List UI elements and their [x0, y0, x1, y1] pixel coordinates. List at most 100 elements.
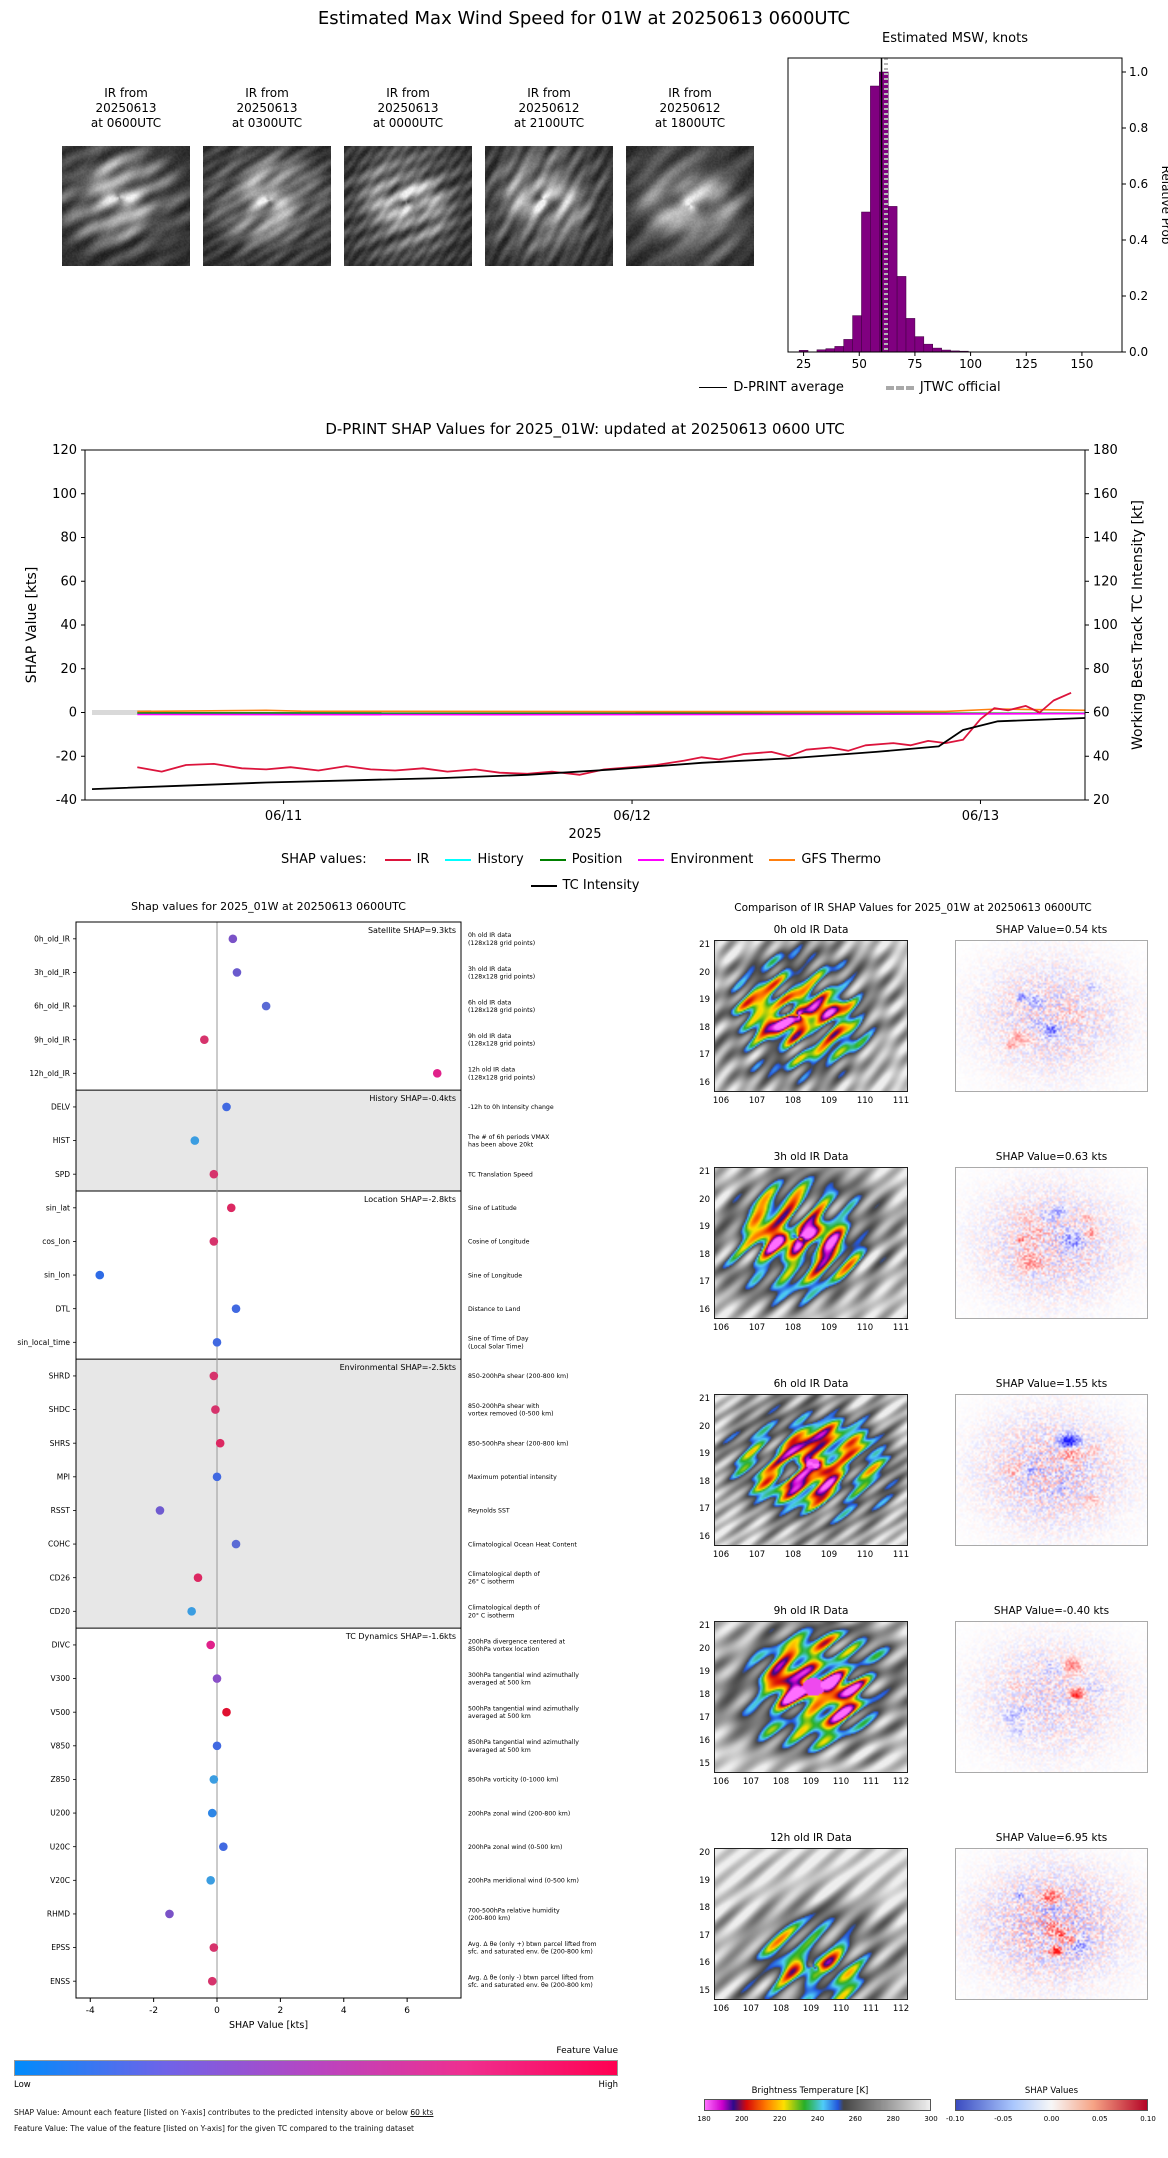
feature-dot: [187, 1607, 196, 1616]
feature-desc: Climatological depth of: [468, 1605, 541, 1612]
feature-desc: 200hPa meridional wind (0-500 km): [468, 1878, 579, 1885]
map-ytick-label: 16: [699, 1078, 710, 1088]
feature-dot: [212, 1741, 222, 1751]
map-xtick-label: 106: [712, 1777, 730, 1787]
feature-dot: [231, 1539, 241, 1549]
feature-dot: [200, 1035, 209, 1044]
legend-label: Environment: [670, 852, 754, 867]
ir-thumbnail-image: [344, 146, 472, 266]
feature-desc: 850-500hPa shear (200-800 km): [468, 1440, 569, 1447]
feature-desc: Climatological Ocean Heat Content: [468, 1541, 577, 1548]
feature-desc: Cosine of Longitude: [468, 1239, 530, 1246]
feature-dot: [231, 1304, 241, 1313]
shap-map-image: [955, 1848, 1148, 2000]
feature-label: V20C: [50, 1876, 70, 1885]
histogram-bar: [896, 276, 907, 353]
ir-thumbnail-label-line: at 0000UTC: [372, 116, 444, 130]
legend-label: TC Intensity: [562, 878, 640, 893]
feature-desc: 9h old IR data: [468, 1033, 511, 1040]
histogram-bar: [825, 348, 836, 353]
feature-desc: Sine of Time of Day: [468, 1336, 529, 1343]
feature-dot: [209, 1943, 219, 1952]
ir-map-title: 0h old IR Data: [773, 924, 849, 936]
map-xtick-label: 109: [820, 1096, 838, 1106]
feature-value-low-label: Low: [14, 2080, 31, 2090]
xtick-label: 4: [341, 2006, 347, 2016]
map-xtick-label: 109: [802, 2004, 820, 2014]
feature-label: V850: [51, 1741, 71, 1750]
map-ytick-label: 19: [699, 1667, 710, 1677]
map-ytick-label: 19: [699, 995, 710, 1006]
map-ytick-label: 20: [699, 1194, 710, 1205]
xtick-label: 0: [214, 2006, 220, 2016]
map-xtick-label: 108: [784, 1550, 802, 1560]
feature-dot: [211, 1405, 220, 1414]
xtick-label: 06/13: [962, 809, 999, 824]
histogram-bar: [834, 346, 844, 353]
map-ytick-label: 16: [699, 1958, 710, 1969]
ytick-label: 0.8: [1129, 121, 1148, 135]
shap-colorbar-tick: -0.10: [945, 2115, 965, 2123]
map-xtick-label: 111: [892, 1096, 910, 1106]
feature-desc: Avg. Δ θe (only -) btwn parcel lifted fr…: [468, 1975, 594, 1982]
feature-value-footnote: Feature Value: The value of the feature …: [14, 2124, 415, 2133]
feature-dot: [209, 1237, 219, 1246]
ir-thumbnail-label: IR from 20250613 at 0600UTC: [62, 86, 190, 131]
x-axis-label: SHAP Value [kts]: [229, 2020, 308, 2031]
feature-desc: (128x128 grid points): [468, 973, 535, 980]
legend-title: SHAP values:: [281, 852, 367, 867]
feature-label: DIVC: [52, 1641, 70, 1650]
feature-label: U20C: [50, 1842, 70, 1851]
legend-swatch: [445, 858, 472, 861]
ir-thumbnail-label-line: 20250613: [236, 101, 298, 115]
legend-item: Position: [539, 852, 622, 867]
map-xtick-label: 110: [856, 1096, 874, 1106]
group-header: Environmental SHAP=-2.5kts: [340, 1363, 456, 1372]
feature-desc: 20° C isotherm: [468, 1611, 515, 1619]
ir-thumbnail-label-line: IR from: [104, 86, 148, 100]
legend-item: Environment: [638, 852, 753, 867]
feature-desc: TC Translation Speed: [467, 1171, 533, 1178]
ir-thumbnail-label-line: at 0600UTC: [90, 116, 162, 130]
feature-desc: 12h old IR data: [468, 1067, 515, 1074]
map-xtick-label: 107: [748, 1096, 766, 1106]
ir-thumbnail-label-line: IR from: [386, 86, 430, 100]
map-ytick-label: 17: [699, 1050, 710, 1061]
ir-thumbnail-label: IR from 20250613 at 0000UTC: [344, 86, 472, 131]
histogram-bar: [905, 318, 916, 353]
map-xtick-label: 112: [892, 1777, 910, 1787]
bt-colorbar-tick: 300: [924, 2115, 938, 2123]
bt-colorbar-tick: 280: [886, 2115, 900, 2123]
feature-desc: sfc. and saturated env. θe (200-800 km): [468, 1949, 593, 1956]
histogram-bar: [923, 343, 933, 353]
x-axis-label: 2025: [568, 827, 601, 842]
feature-dot: [207, 1976, 217, 1986]
msw-histogram-chart: Estimated MSW, knots 25 50 75 100 125 150 0.0 0.…: [787, 31, 1168, 371]
feature-desc: 850hPa vorticity (0-1000 km): [468, 1777, 559, 1784]
ytick-label: 0.4: [1129, 233, 1148, 247]
map-xtick-label: 110: [856, 1323, 874, 1333]
map-ytick-label: 20: [699, 1848, 710, 1858]
legend-item: History: [445, 852, 524, 867]
feature-dot: [212, 1472, 222, 1482]
ir-map-title: 6h old IR Data: [773, 1378, 849, 1390]
histogram-bar: [887, 206, 898, 353]
feature-label: Z850: [51, 1775, 71, 1784]
ytick-label: 0.2: [1129, 289, 1148, 303]
histogram-bar: [870, 85, 880, 353]
ir-thumbnail-label-line: at 0300UTC: [231, 116, 303, 130]
shap-colorbar-tick: -0.05: [994, 2115, 1013, 2123]
legend-item: GFS Thermo: [769, 852, 881, 867]
feature-label: SHRD: [49, 1372, 71, 1381]
ir-thumbnail-label: IR from 20250612 at 2100UTC: [485, 86, 613, 131]
feature-label: CD26: [49, 1573, 70, 1582]
shap-dotplot-chart: Shap values for 2025_01W at 20250613 060…: [17, 900, 596, 2031]
map-xtick-label: 109: [820, 1550, 838, 1560]
map-ytick-label: 17: [699, 1277, 710, 1288]
feature-desc: The # of 6h periods VMAX: [467, 1134, 550, 1141]
legend-label: D-PRINT average: [733, 380, 844, 395]
map-ytick-label: 20: [699, 1421, 710, 1432]
map-ytick-label: 18: [699, 1022, 710, 1033]
legend-swatch: [885, 385, 914, 390]
